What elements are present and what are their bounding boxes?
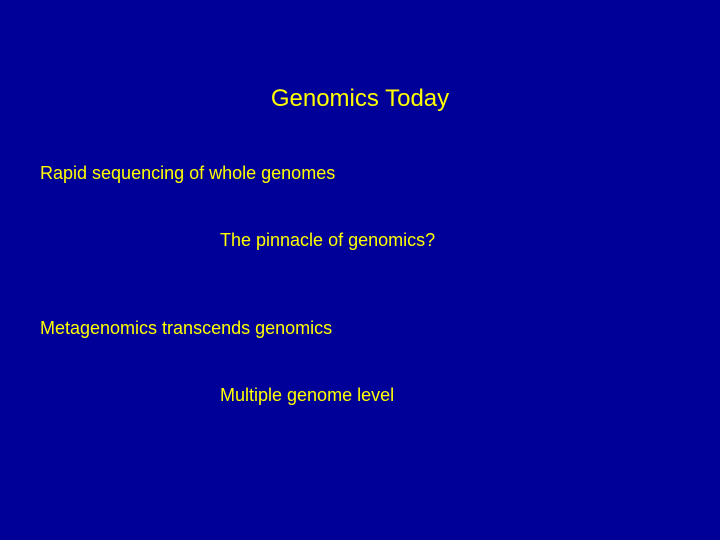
body-line-4: Multiple genome level — [220, 385, 394, 406]
body-line-3: Metagenomics transcends genomics — [40, 318, 332, 339]
body-line-1: Rapid sequencing of whole genomes — [40, 163, 335, 184]
slide-title: Genomics Today — [0, 85, 720, 113]
body-line-2: The pinnacle of genomics? — [220, 230, 435, 251]
